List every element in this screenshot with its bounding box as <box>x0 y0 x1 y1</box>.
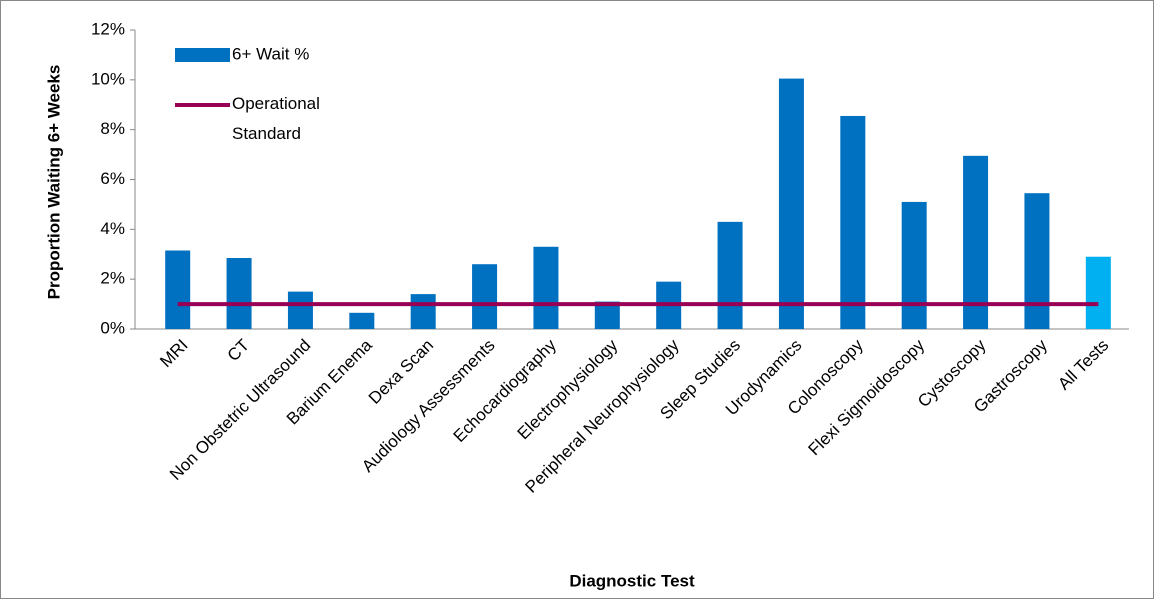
bar <box>533 246 559 329</box>
bar <box>1024 193 1050 329</box>
bar <box>717 221 743 329</box>
legend-label: Operational Standard <box>232 94 320 143</box>
bar <box>901 201 927 329</box>
legend-swatch <box>175 48 230 62</box>
bar <box>778 78 804 330</box>
bar <box>1085 256 1111 329</box>
y-axis-title: Proportion Waiting 6+ Weeks <box>44 65 63 300</box>
legend-label: 6+ Wait % <box>232 44 309 63</box>
y-tick-label: 6% <box>100 169 125 188</box>
y-tick-label: 10% <box>91 69 125 88</box>
bar <box>472 264 498 329</box>
bar <box>287 291 313 329</box>
bar <box>165 250 191 329</box>
bar <box>349 312 375 329</box>
bar <box>594 301 620 329</box>
bar <box>226 257 252 329</box>
y-tick-label: 0% <box>100 318 125 337</box>
y-tick-label: 2% <box>100 269 125 288</box>
y-tick-label: 8% <box>100 119 125 138</box>
y-tick-label: 12% <box>91 19 125 38</box>
bar <box>840 115 866 330</box>
x-axis-title: Diagnostic Test <box>569 571 695 590</box>
bar <box>963 155 989 329</box>
bar <box>410 294 436 329</box>
y-tick-label: 4% <box>100 219 125 238</box>
